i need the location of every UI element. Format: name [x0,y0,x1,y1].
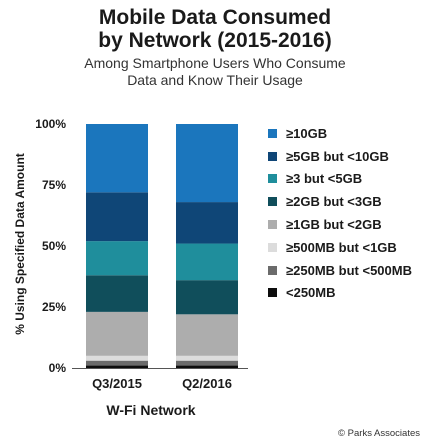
legend-item: ≥500MB but <1GB [268,236,412,259]
x-tick-label: Q3/2015 [92,376,142,391]
bar-segment [86,275,148,312]
legend-label: ≥5GB but <10GB [286,148,389,164]
legend-swatch [268,174,277,184]
bar-segment [86,241,148,276]
chart-title-line-2: by Network (2015-2016) [98,29,332,52]
legend-swatch [268,220,277,230]
legend-swatch [268,288,277,298]
legend-item: <250MB [268,282,412,305]
legend-item: ≥1GB but <2GB [268,213,412,236]
legend-swatch [268,128,277,138]
legend-label: ≥3 but <5GB [286,171,363,187]
legend-swatch [268,197,277,207]
y-tick-label: 25% [42,300,66,314]
legend-item: ≥10GB [268,122,412,145]
bar-segment [86,365,148,368]
legend-item: ≥250MB but <500MB [268,259,412,282]
bar-segment [176,124,238,203]
y-tick-label: 75% [42,178,66,192]
y-axis-label: % Using Specified Data Amount [13,153,27,335]
chart-subtitle-line-1: Among Smartphone Users Who Consume [84,55,346,71]
legend-label: ≥500MB but <1GB [286,239,397,255]
y-tick-label: 50% [42,239,66,253]
bar-segment [176,360,238,366]
y-tick-label: 0% [49,361,67,375]
bar-segment [86,192,148,242]
legend-item: ≥2GB but <3GB [268,190,412,213]
chart-title-line-1: Mobile Data Consumed [98,6,332,29]
bar-segment [176,355,238,361]
bar-segment [86,355,148,361]
legend-label: ≥250MB but <500MB [286,262,412,278]
chart-subtitle-line-2: Data and Know Their Usage [127,72,303,88]
legend-item: ≥5GB but <10GB [268,145,412,168]
legend-swatch [268,265,277,275]
bar-segment [86,124,148,193]
x-axis-label: W-Fi Network [106,402,196,418]
y-tick-label: 100% [35,117,66,131]
legend-label: ≥1GB but <2GB [286,217,382,233]
legend-swatch [268,151,277,161]
bar-segment [176,243,238,281]
bar-segment [176,202,238,244]
bar-segment [176,314,238,356]
legend-label: ≥2GB but <3GB [286,194,382,210]
source-credit: © Parks Associates [338,428,420,439]
bar-segment [176,280,238,315]
legend-item: ≥3 but <5GB [268,168,412,191]
bar-segment [86,311,148,356]
bar-segment [176,365,238,368]
legend: ≥10GB ≥5GB but <10GB ≥3 but <5GB ≥2GB but <… [268,122,412,304]
legend-swatch [268,242,277,252]
bar-segment [86,360,148,366]
legend-label: ≥10GB [286,125,328,141]
x-tick-label: Q2/2016 [182,376,232,391]
legend-label: <250MB [286,285,336,301]
